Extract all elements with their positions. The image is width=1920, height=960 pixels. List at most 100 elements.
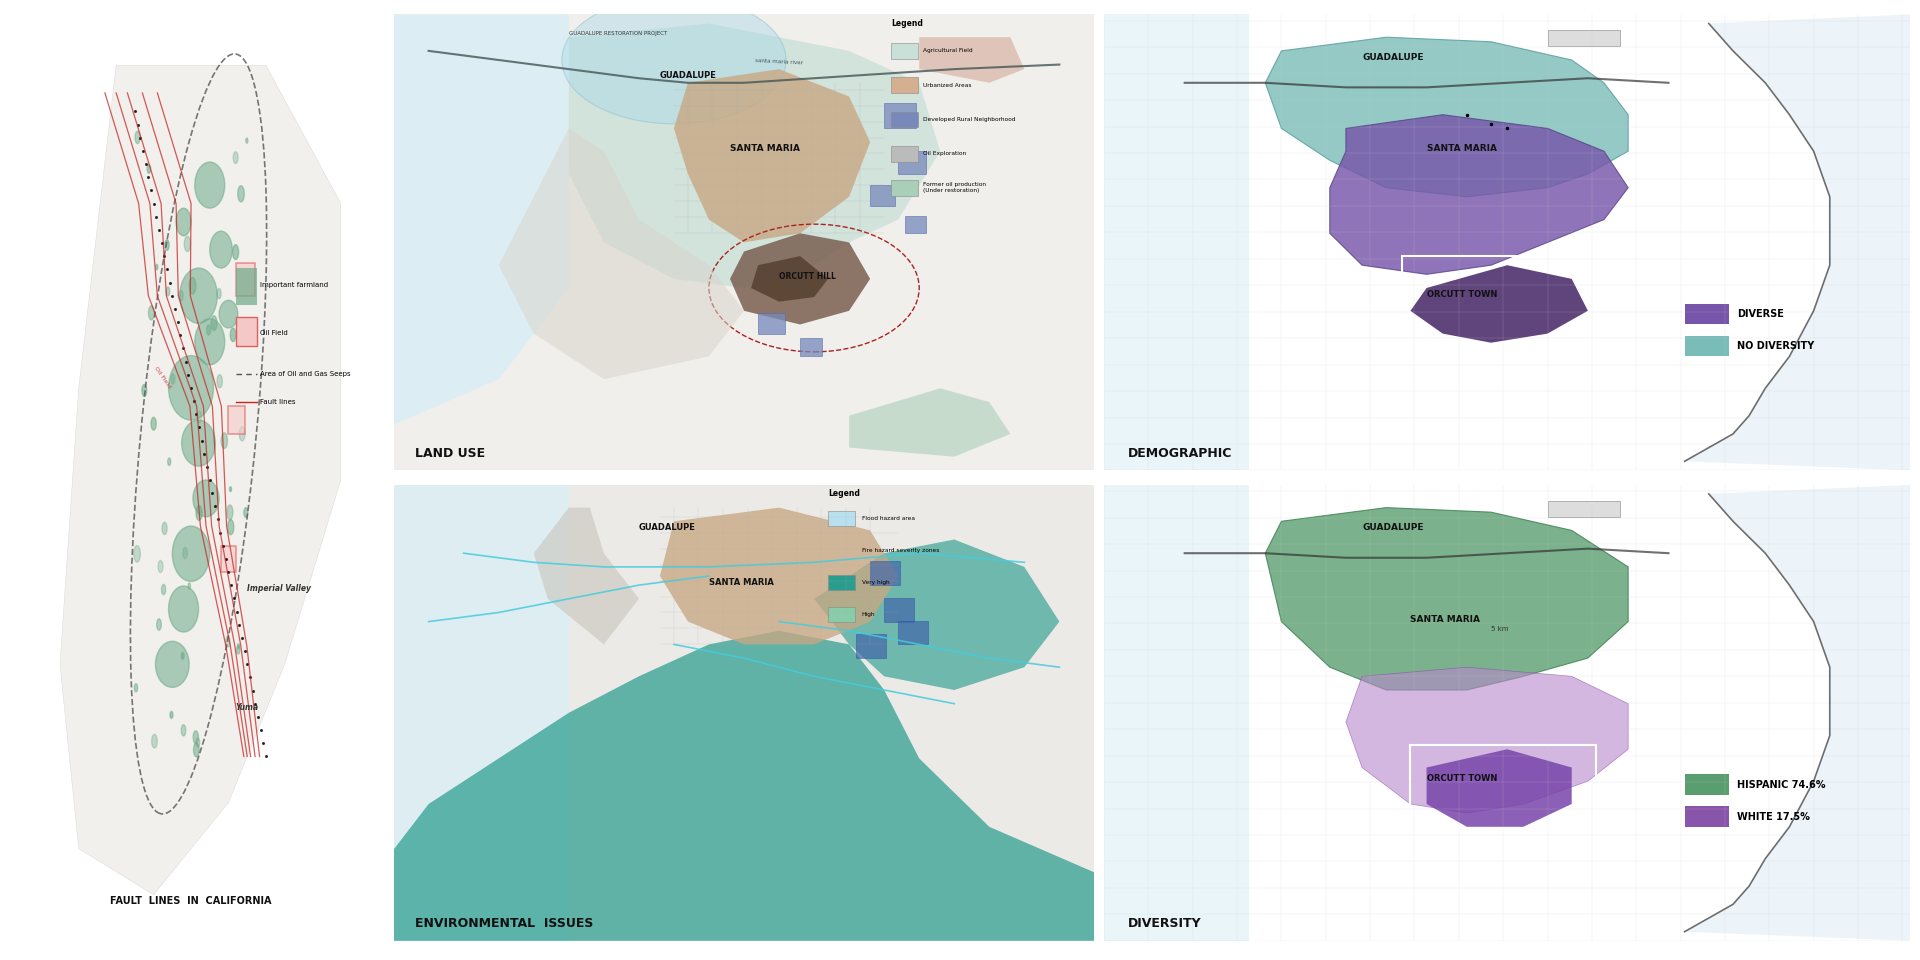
Text: GUADALUPE: GUADALUPE [1361,53,1423,62]
Bar [1548,501,1620,516]
Text: HISPANIC 74.6%: HISPANIC 74.6% [1738,780,1826,790]
Ellipse shape [194,731,198,744]
Ellipse shape [171,711,173,718]
Bar [394,485,568,941]
Ellipse shape [171,374,175,384]
Bar [891,180,918,196]
Ellipse shape [180,268,217,324]
Polygon shape [1427,749,1572,827]
Bar [891,146,918,161]
Text: SANTA MARIA: SANTA MARIA [708,578,774,588]
Ellipse shape [207,324,211,335]
Bar [904,216,925,233]
Bar [221,546,236,572]
Ellipse shape [157,619,161,630]
Ellipse shape [190,277,196,294]
Ellipse shape [198,411,202,422]
Ellipse shape [217,374,223,388]
Ellipse shape [165,240,169,251]
Text: Very high: Very high [862,581,889,586]
Text: Fault lines: Fault lines [261,398,296,405]
Text: 5 km: 5 km [1492,626,1509,632]
Ellipse shape [194,162,225,208]
Ellipse shape [169,586,198,632]
Ellipse shape [209,231,232,268]
Text: Developed Rural Neighborhood: Developed Rural Neighborhood [924,117,1016,122]
Bar [883,598,914,622]
Bar [870,185,895,205]
Bar [228,406,246,434]
Text: NO DIVERSITY: NO DIVERSITY [1738,342,1814,351]
Bar [899,621,927,644]
Bar [1411,745,1596,836]
Text: SANTA MARIA: SANTA MARIA [1411,614,1480,624]
Bar [1684,775,1728,795]
Ellipse shape [180,725,186,736]
Bar [1684,806,1728,827]
Text: santa maria river: santa maria river [755,58,803,65]
Ellipse shape [194,743,200,756]
Ellipse shape [152,418,156,430]
Ellipse shape [192,480,219,516]
Bar [891,111,918,128]
Ellipse shape [221,433,227,448]
Text: LAND USE: LAND USE [415,446,484,460]
Bar [236,268,257,305]
Bar [870,562,900,585]
Ellipse shape [177,208,192,236]
Text: Former oil production
(Under restoration): Former oil production (Under restoration… [924,182,985,193]
Text: GUADALUPE: GUADALUPE [660,71,716,81]
Text: ORCUTT TOWN: ORCUTT TOWN [1427,290,1498,300]
Text: Oil Exploration: Oil Exploration [924,151,966,156]
Ellipse shape [173,526,209,582]
Ellipse shape [228,519,234,535]
Text: SANTA MARIA: SANTA MARIA [730,144,801,154]
Ellipse shape [246,138,248,143]
Polygon shape [814,540,1060,690]
Polygon shape [660,508,899,644]
Ellipse shape [134,684,138,692]
Ellipse shape [182,547,188,559]
Text: Flood hazard area: Flood hazard area [862,516,914,521]
Ellipse shape [196,506,202,520]
Bar [758,313,785,333]
Ellipse shape [238,644,240,649]
Ellipse shape [232,152,238,163]
Ellipse shape [161,585,165,594]
Polygon shape [1331,115,1628,275]
Text: Fire hazard severity zones: Fire hazard severity zones [862,548,939,553]
Ellipse shape [157,561,163,572]
Text: Legend: Legend [891,19,924,28]
Ellipse shape [219,300,238,328]
Text: GUADALUPE: GUADALUPE [639,523,695,533]
Polygon shape [568,23,941,288]
Bar [828,575,854,589]
Ellipse shape [230,487,232,492]
Polygon shape [920,37,1025,83]
Ellipse shape [156,641,190,687]
Text: DIVERSE: DIVERSE [1738,309,1784,320]
Text: ORCUTT TOWN: ORCUTT TOWN [1427,774,1498,783]
Ellipse shape [211,316,217,330]
Text: WHITE 17.5%: WHITE 17.5% [1738,812,1811,822]
Text: Yuma: Yuma [236,704,259,712]
Text: ORCUTT HILL: ORCUTT HILL [780,272,835,281]
Ellipse shape [227,636,230,647]
Text: Oil Field: Oil Field [261,329,288,336]
Polygon shape [751,256,828,301]
Polygon shape [1684,14,1910,470]
Ellipse shape [244,508,248,517]
Bar [236,317,257,347]
Ellipse shape [161,522,167,535]
Ellipse shape [227,505,232,519]
Polygon shape [1265,37,1628,197]
Bar [1548,31,1620,46]
Bar [1684,304,1728,324]
Ellipse shape [179,290,182,301]
Text: SANTA MARIA: SANTA MARIA [1427,144,1496,154]
Ellipse shape [194,319,225,365]
Ellipse shape [236,646,240,654]
Ellipse shape [134,132,140,144]
Text: Area of Oil and Gas Seeps: Area of Oil and Gas Seeps [261,371,351,377]
Ellipse shape [148,306,154,320]
